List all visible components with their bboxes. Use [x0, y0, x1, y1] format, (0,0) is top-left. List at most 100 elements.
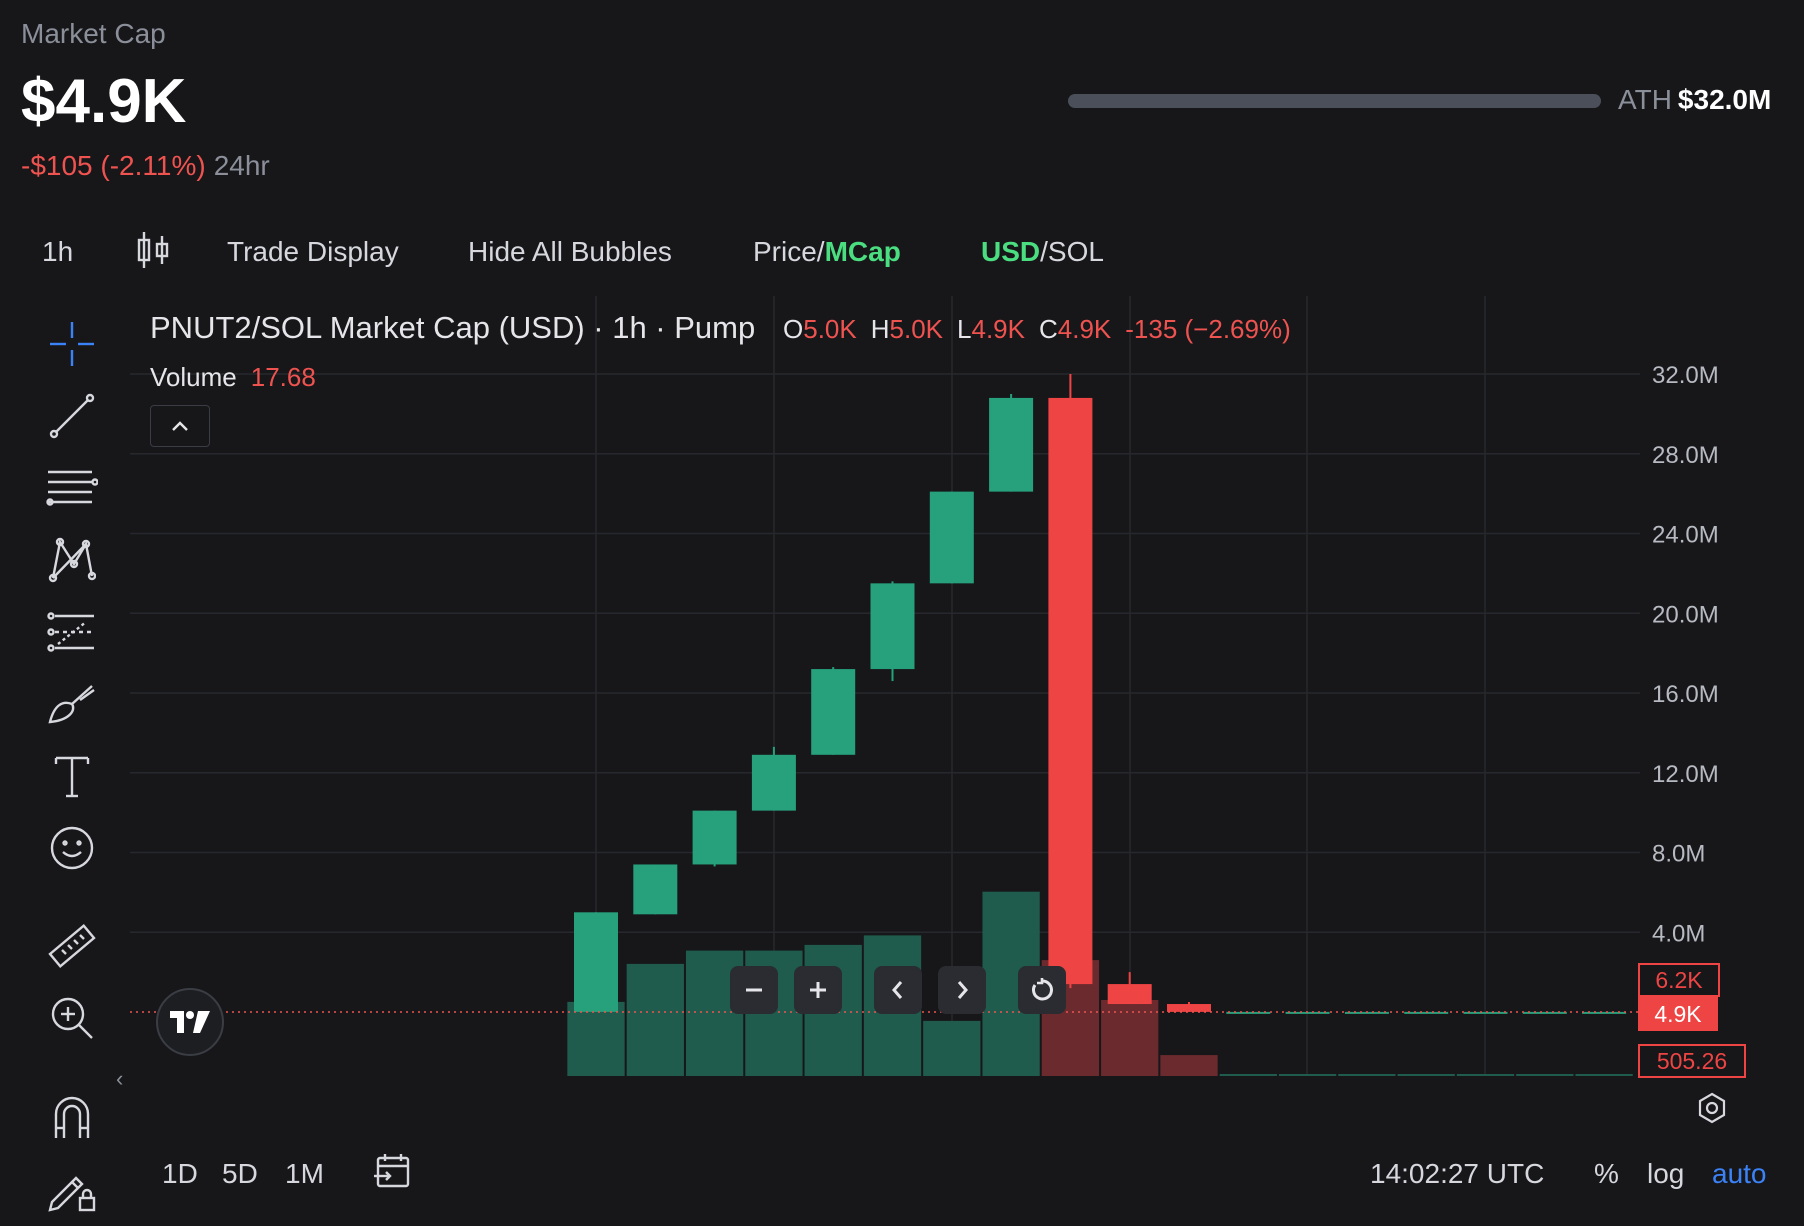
market-cap-value: $4.9K	[21, 67, 187, 136]
range-5d-button[interactable]: 5D	[222, 1158, 258, 1189]
log-toggle[interactable]: log	[1647, 1158, 1685, 1189]
open-value: 5.0K	[803, 314, 857, 344]
candle-body	[811, 669, 856, 755]
y-tick-label: 32.0M	[1652, 362, 1719, 389]
chart-title: PNUT2/SOL Market Cap (USD) · 1h · Pump	[150, 310, 756, 345]
volume-bar	[923, 1020, 981, 1076]
range-1m-button[interactable]: 1M	[285, 1158, 324, 1189]
high-key: H	[870, 314, 890, 344]
candle-body	[1107, 984, 1152, 1005]
price-mcap-toggle[interactable]: Price/MCap	[753, 236, 901, 268]
calendar-icon[interactable]	[372, 1152, 412, 1192]
candles-icon[interactable]	[134, 228, 172, 272]
current-price-tag: 4.9K	[1638, 997, 1718, 1031]
volume-value: 17.68	[250, 362, 316, 392]
candle-body	[692, 810, 737, 865]
reset-icon	[1032, 978, 1053, 1001]
volume-bar	[1575, 1074, 1633, 1076]
sol-label: /SOL	[1040, 236, 1104, 267]
trend-line-icon[interactable]	[44, 388, 100, 444]
crosshair-icon[interactable]	[44, 316, 100, 372]
zoom-out-button[interactable]	[730, 966, 778, 1014]
forecast-icon[interactable]	[44, 604, 100, 660]
emoji-icon[interactable]	[44, 820, 100, 876]
y-tick-label: 16.0M	[1652, 681, 1719, 708]
scroll-right-button[interactable]	[938, 966, 986, 1014]
collapse-legend-button[interactable]	[150, 405, 210, 447]
x-axis: 12:00 15:00 18:00 21:00 23 03:00	[566, 1095, 1515, 1096]
candle-body	[1582, 1011, 1627, 1014]
interval-selector[interactable]: 1h	[42, 236, 74, 267]
scroll-left-button[interactable]	[874, 966, 922, 1014]
mcap-label: MCap	[824, 236, 901, 267]
x-tick-label: 21:00	[1100, 1095, 1160, 1096]
chevron-right-icon	[957, 981, 968, 999]
auto-toggle[interactable]: auto	[1712, 1158, 1767, 1189]
y-tick-label: 8.0M	[1652, 841, 1705, 868]
ath-label: ATH	[1618, 84, 1672, 115]
clock-time: 14:02:27 UTC	[1370, 1158, 1545, 1189]
y-tick-label: 12.0M	[1652, 761, 1719, 788]
volume-bar	[1338, 1074, 1396, 1076]
change-period: 24hr	[213, 150, 270, 181]
zoom-in-button[interactable]	[794, 966, 842, 1014]
x-tick-label: 18:00	[922, 1095, 982, 1096]
pattern-icon[interactable]	[44, 532, 100, 588]
high-value: 5.0K	[889, 314, 944, 344]
candle-body	[870, 583, 915, 670]
volume-bar	[1397, 1074, 1455, 1076]
y-tick-label: 4.0M	[1652, 920, 1705, 947]
tradingview-logo[interactable]	[156, 988, 224, 1056]
range-1d-button[interactable]: 1D	[162, 1158, 198, 1189]
grid	[130, 296, 1640, 1076]
y-axis: 4.0M 8.0M 12.0M 16.0M 20.0M 24.0M 28.0M 32.0M	[1652, 362, 1719, 947]
candle-body	[989, 397, 1034, 492]
plus-icon	[810, 982, 826, 998]
candle-body	[574, 912, 618, 1012]
zoom-in-icon[interactable]	[44, 990, 100, 1046]
text-icon[interactable]	[44, 748, 100, 804]
collapse-toolbar-icon[interactable]: ‹	[116, 1066, 124, 1091]
chevron-up-icon	[172, 421, 188, 431]
volume-readout: Volume 17.68	[150, 362, 316, 393]
volume-label: Volume	[150, 362, 237, 392]
volume-bar	[567, 1001, 625, 1076]
candle-body	[751, 754, 796, 811]
price-chart[interactable]: 4.0M 8.0M 12.0M 16.0M 20.0M 24.0M 28.0M 32.0M 1…	[130, 296, 1750, 1096]
x-tick-label: 23	[1294, 1095, 1321, 1096]
ohlc-readout: O5.0K H5.0K L4.9K C4.9K -135 (−2.69%)	[783, 314, 1305, 345]
candle-body	[633, 864, 678, 915]
candle-body	[1344, 1011, 1389, 1014]
y-tick-label: 24.0M	[1652, 522, 1719, 549]
ath-value: $32.0M	[1677, 84, 1772, 115]
volume-bar	[1101, 1000, 1159, 1076]
candle-body	[1285, 1011, 1330, 1014]
volume-bar	[1160, 1055, 1218, 1076]
open-key: O	[783, 314, 804, 344]
volume-bar	[1516, 1074, 1574, 1076]
reset-chart-button[interactable]	[1018, 966, 1066, 1014]
magnet-icon[interactable]	[44, 1090, 100, 1146]
hide-bubbles-button[interactable]: Hide All Bubbles	[468, 236, 672, 267]
change-value: -$105 (-2.11%)	[21, 150, 206, 181]
fib-icon[interactable]	[44, 460, 100, 516]
x-tick-label: 03:00	[1455, 1095, 1515, 1096]
brush-icon[interactable]	[44, 676, 100, 732]
minus-icon	[746, 988, 762, 992]
lock-draw-icon[interactable]	[44, 1160, 100, 1216]
volume-tag: 505.26	[1638, 1044, 1746, 1078]
change-readout: -135 (−2.69%)	[1125, 314, 1291, 344]
ruler-icon[interactable]	[44, 918, 100, 974]
settings-icon[interactable]	[1696, 1092, 1728, 1124]
trade-display-button[interactable]: Trade Display	[227, 236, 399, 267]
close-value: 4.9K	[1057, 314, 1112, 344]
candle-body	[1463, 1011, 1508, 1014]
volume-bar	[1219, 1074, 1277, 1076]
percent-toggle[interactable]: %	[1594, 1158, 1619, 1189]
usd-sol-toggle[interactable]: USD/SOL	[981, 236, 1104, 268]
ath-progress-bar	[1068, 94, 1601, 108]
close-key: C	[1038, 314, 1058, 344]
candle-body	[1522, 1011, 1567, 1014]
chevron-left-icon	[892, 981, 903, 999]
market-cap-label: Market Cap	[21, 18, 166, 49]
